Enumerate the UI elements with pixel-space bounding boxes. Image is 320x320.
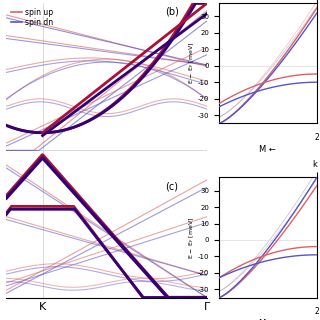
Text: (c): (c) <box>165 181 178 191</box>
Y-axis label: E $-$ E$_\mathrm{F}$ [meV]: E $-$ E$_\mathrm{F}$ [meV] <box>188 216 196 259</box>
Y-axis label: E $-$ E$_\mathrm{F}$ [meV]: E $-$ E$_\mathrm{F}$ [meV] <box>188 42 196 84</box>
X-axis label: M ←: M ← <box>260 145 276 154</box>
Legend: spin up, spin dn: spin up, spin dn <box>10 7 54 28</box>
X-axis label: M ←: M ← <box>260 319 276 320</box>
Text: (b): (b) <box>165 7 179 17</box>
Text: k: k <box>312 160 317 169</box>
